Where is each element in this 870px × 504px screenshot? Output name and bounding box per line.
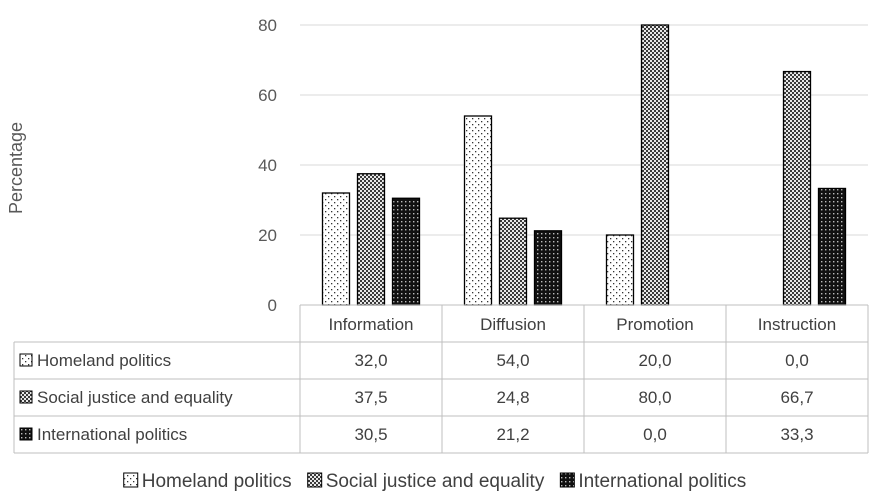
legend-swatch xyxy=(123,472,139,488)
bar-1-diffusion xyxy=(463,115,493,306)
table-cell: 0,0 xyxy=(643,425,667,444)
category-label-promotion: Promotion xyxy=(616,315,693,334)
legend-label: International politics xyxy=(578,471,746,492)
row-swatch xyxy=(19,390,33,404)
table-cell: 20,0 xyxy=(638,351,671,370)
y-tick-label: 40 xyxy=(258,156,277,175)
category-label-diffusion: Diffusion xyxy=(480,315,546,334)
bar-2-instruction xyxy=(782,70,812,306)
legend-item: International politics xyxy=(559,471,746,492)
bar-3-instruction xyxy=(817,187,847,306)
y-tick-label: 0 xyxy=(268,296,277,315)
category-label-instruction: Instruction xyxy=(758,315,836,334)
legend-swatch xyxy=(559,472,575,488)
legend-item: Social justice and equality xyxy=(307,471,545,492)
row-label: Social justice and equality xyxy=(37,388,233,407)
table-cell: 30,5 xyxy=(354,425,387,444)
table-cell: 54,0 xyxy=(496,351,529,370)
table-cell: 21,2 xyxy=(496,425,529,444)
row-label: International politics xyxy=(37,425,187,444)
y-axis-label: Percentage xyxy=(6,122,26,214)
data-table: Information Diffusion Promotion Instruction… xyxy=(13,304,869,454)
bar-3-information xyxy=(391,197,421,306)
table-cell: 80,0 xyxy=(638,388,671,407)
bar-3-diffusion xyxy=(533,230,563,306)
gridlines xyxy=(300,24,868,236)
bar-2-information xyxy=(356,173,386,306)
table-cell: 66,7 xyxy=(780,388,813,407)
category-label-information: Information xyxy=(328,315,413,334)
legend-swatch xyxy=(307,472,323,488)
bar-2-diffusion xyxy=(498,217,528,306)
row-swatch xyxy=(19,353,33,367)
row-swatch xyxy=(19,427,33,441)
table-cell: 32,0 xyxy=(354,351,387,370)
bar-2-promotion xyxy=(640,24,670,306)
y-tick-label: 20 xyxy=(258,226,277,245)
table-cell: 37,5 xyxy=(354,388,387,407)
table-cell: 0,0 xyxy=(785,351,809,370)
legend-label: Homeland politics xyxy=(142,471,292,492)
y-tick-label: 60 xyxy=(258,86,277,105)
legend-label: Social justice and equality xyxy=(326,471,545,492)
bar-1-promotion xyxy=(605,234,635,306)
y-axis-ticks: 0 20 40 60 80 xyxy=(258,16,277,315)
y-tick-label: 80 xyxy=(258,16,277,35)
legend: Homeland politics Social justice and equa… xyxy=(123,471,746,492)
table-cell: 33,3 xyxy=(780,425,813,444)
table-cell: 24,8 xyxy=(496,388,529,407)
legend-item: Homeland politics xyxy=(123,471,292,492)
bar-1-information xyxy=(321,192,351,306)
row-label: Homeland politics xyxy=(37,351,171,370)
